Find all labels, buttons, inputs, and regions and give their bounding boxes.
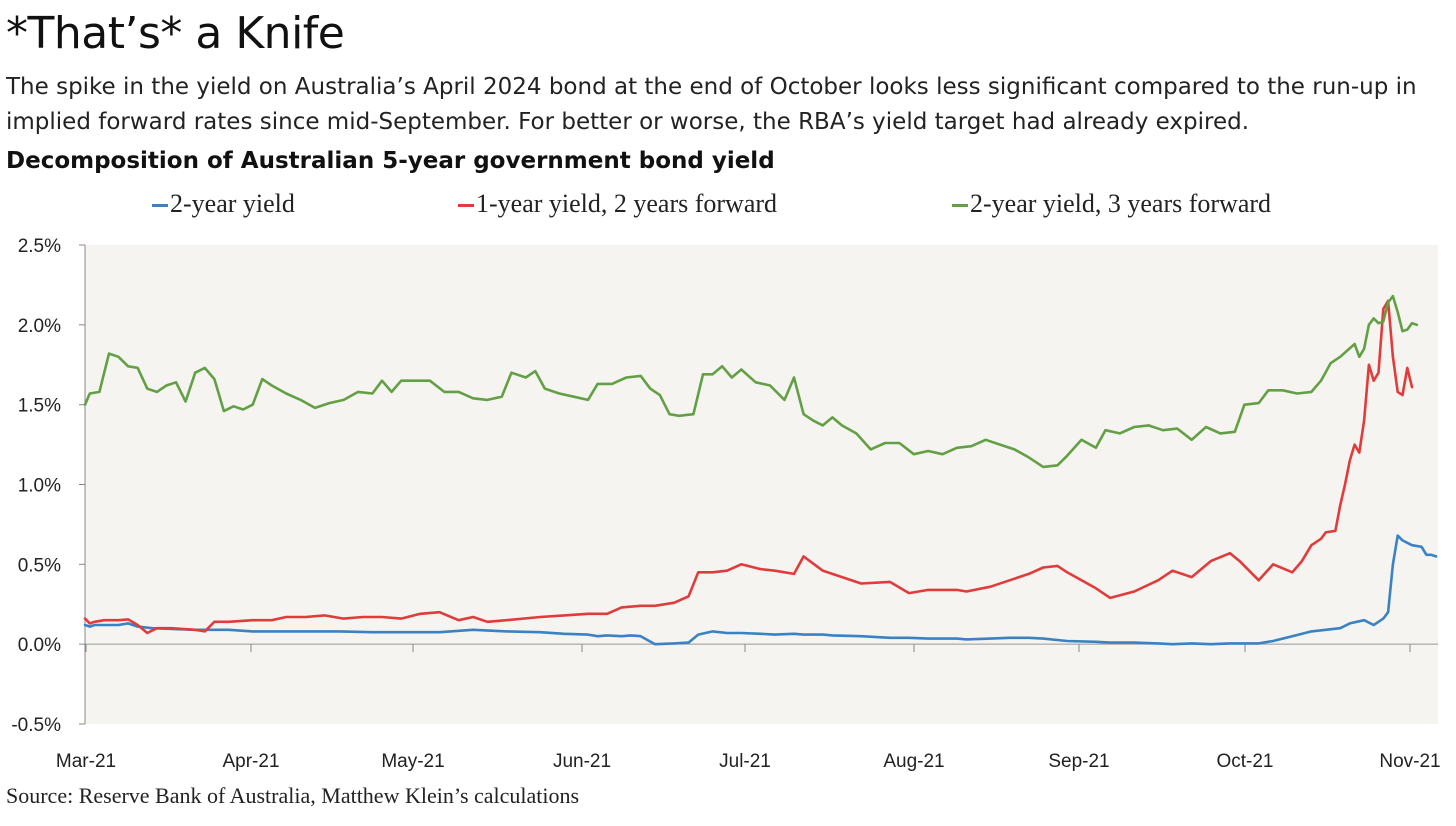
series-line-2-year-3-years-forward <box>83 294 1419 469</box>
legend-item-1-year-fwd: 1-year yield, 2 years forward <box>458 189 777 219</box>
x-tick-label: Mar-21 <box>56 751 116 772</box>
page-title: *That’s* a Knife <box>6 8 345 59</box>
x-tick-label: Jun-21 <box>553 751 611 772</box>
y-tick-label: 2.0% <box>18 316 61 337</box>
legend-swatch-1-year-fwd <box>458 203 474 207</box>
x-tick-label: Sep-21 <box>1048 751 1109 772</box>
x-tick-label: Nov-21 <box>1379 751 1440 772</box>
y-tick-label: -0.5% <box>11 715 61 736</box>
x-tick-label: Apr-21 <box>222 751 279 772</box>
source-note: Source: Reserve Bank of Australia, Matth… <box>6 783 580 808</box>
plot-area <box>85 245 1438 724</box>
legend-label-1-year-fwd: 1-year yield, 2 years forward <box>476 189 778 218</box>
y-tick-label: 1.5% <box>18 396 61 417</box>
series-line-1-year-2-years-forward <box>83 299 1414 635</box>
legend-label-2-year-fwd: 2-year yield, 3 years forward <box>970 189 1272 218</box>
y-tick-label: 0.5% <box>18 555 61 576</box>
chart-heading: Decomposition of Australian 5-year gover… <box>6 148 775 174</box>
page-subtitle: The spike in the yield on Australia’s Ap… <box>6 74 1417 135</box>
x-tick-label: Aug-21 <box>883 751 944 772</box>
series-line-2-year-yield <box>83 534 1438 646</box>
x-tick-label: May-21 <box>381 751 444 772</box>
legend-swatch-2-year-yield <box>152 203 168 207</box>
y-tick-label: 2.5% <box>18 236 61 257</box>
x-tick-label: Oct-21 <box>1216 751 1273 772</box>
legend-item-2-year-fwd: 2-year yield, 3 years forward <box>952 189 1271 219</box>
y-tick-label: 1.0% <box>18 476 61 497</box>
legend-label-2-year-yield: 2-year yield <box>170 189 295 218</box>
x-tick-label: Jul-21 <box>719 751 771 772</box>
y-tick-label: 0.0% <box>18 635 61 656</box>
legend-item-2-year-yield: 2-year yield <box>152 189 295 219</box>
legend-swatch-2-year-fwd <box>952 203 968 207</box>
